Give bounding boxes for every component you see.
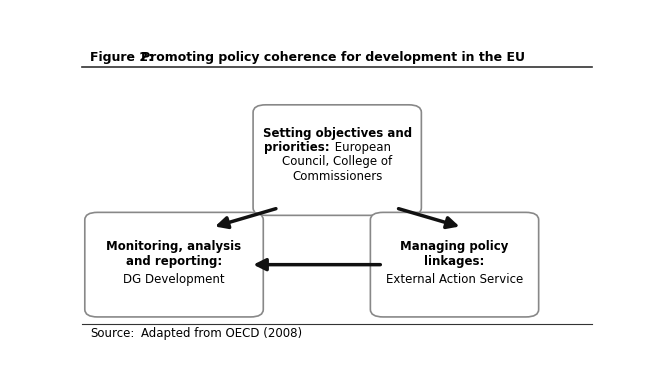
Text: Commissioners: Commissioners — [292, 170, 382, 183]
Text: Managing policy: Managing policy — [400, 240, 509, 253]
FancyBboxPatch shape — [370, 212, 539, 317]
FancyBboxPatch shape — [85, 212, 263, 317]
Text: DG Development: DG Development — [123, 273, 225, 286]
Text: Setting objectives and: Setting objectives and — [263, 127, 412, 140]
Text: Figure 2:: Figure 2: — [90, 50, 153, 64]
FancyBboxPatch shape — [253, 105, 421, 215]
Text: Council, College of: Council, College of — [282, 155, 392, 168]
Text: Adapted from OECD (2008): Adapted from OECD (2008) — [141, 327, 302, 340]
Text: linkages:: linkages: — [424, 255, 485, 268]
Text: Monitoring, analysis: Monitoring, analysis — [107, 240, 241, 253]
Text: External Action Service: External Action Service — [386, 273, 523, 286]
Text: Source:: Source: — [90, 327, 134, 340]
Text: European: European — [330, 141, 391, 154]
Text: priorities:: priorities: — [264, 141, 330, 154]
Text: Promoting policy coherence for development in the EU: Promoting policy coherence for developme… — [141, 50, 525, 64]
Text: and reporting:: and reporting: — [126, 255, 222, 268]
